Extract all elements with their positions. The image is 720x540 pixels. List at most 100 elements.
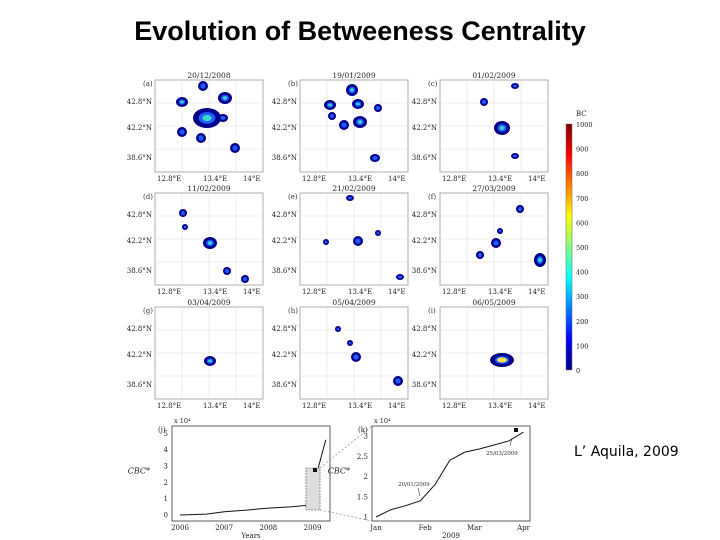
y-tick-label: 42.8°N bbox=[272, 98, 297, 106]
panel-date: 21/02/2009 bbox=[332, 184, 375, 193]
y-multiplier: x 10⁴ bbox=[374, 417, 391, 425]
bc-hotspot bbox=[328, 103, 332, 107]
panel-label: (i) bbox=[428, 307, 436, 315]
panel-date: 11/02/2009 bbox=[187, 184, 230, 193]
bc-hotspot bbox=[353, 354, 359, 360]
y-tick-label: 38.6°N bbox=[272, 154, 297, 162]
y-tick-label: 38.6°N bbox=[272, 381, 297, 389]
y-tick-label: 2 bbox=[364, 473, 368, 481]
x-tick-label: 13.4°E bbox=[203, 402, 227, 410]
y-tick-label: 42.2°N bbox=[272, 351, 297, 359]
colorbar-tick-label: 400 bbox=[576, 269, 588, 277]
bc-hotspot bbox=[372, 156, 378, 160]
y-tick-label: 3 bbox=[364, 433, 368, 441]
highlight-marker bbox=[514, 428, 518, 432]
bc-hotspot bbox=[222, 96, 228, 100]
x-tick-label: 2006 bbox=[171, 524, 189, 532]
bc-hotspot bbox=[243, 277, 247, 281]
y-tick-label: 38.6°N bbox=[127, 381, 152, 389]
x-axis-label: 2009 bbox=[442, 532, 460, 540]
y-tick-label: 42.2°N bbox=[412, 124, 437, 132]
x-tick-label: 12.8°E bbox=[302, 288, 326, 296]
x-tick-label: 12.8°E bbox=[442, 402, 466, 410]
x-tick-label: 13.4°E bbox=[488, 175, 512, 183]
colorbar-tick-label: 700 bbox=[576, 195, 588, 203]
x-tick-label: 14°E bbox=[243, 402, 261, 410]
annotation-arrow bbox=[509, 437, 513, 447]
x-tick-label: 13.4°E bbox=[488, 402, 512, 410]
zoom-connector bbox=[319, 425, 373, 469]
x-tick-label: 14°E bbox=[528, 402, 546, 410]
panel-label: (a) bbox=[143, 80, 153, 88]
x-tick-label: Apr bbox=[516, 524, 531, 532]
y-axis-label: CBC* bbox=[128, 467, 150, 476]
bc-hotspot bbox=[225, 269, 229, 273]
panel-label: (b) bbox=[288, 80, 298, 88]
bc-hotspot bbox=[398, 275, 402, 279]
colorbar-tick-label: 200 bbox=[576, 318, 588, 326]
y-tick-label: 2.5 bbox=[357, 453, 368, 461]
y-tick-label: 38.6°N bbox=[412, 267, 437, 275]
x-tick-label: 12.8°E bbox=[442, 175, 466, 183]
panel-date: 05/04/2009 bbox=[332, 298, 375, 307]
x-tick-label: Mar bbox=[467, 524, 482, 532]
y-tick-label: 42.2°N bbox=[127, 237, 152, 245]
x-tick-label: 12.8°E bbox=[157, 288, 181, 296]
bc-hotspot bbox=[478, 253, 482, 257]
x-tick-label: 14°E bbox=[388, 175, 406, 183]
y-tick-label: 3 bbox=[164, 462, 168, 470]
panel-label: (e) bbox=[288, 193, 298, 201]
colorbar-tick-label: 500 bbox=[576, 244, 588, 252]
zoom-connector bbox=[319, 509, 373, 522]
bc-hotspot bbox=[376, 231, 380, 235]
x-tick-label: 12.8°E bbox=[157, 402, 181, 410]
panel-date: 19/01/2009 bbox=[332, 71, 375, 80]
annotation-arrow bbox=[417, 487, 421, 497]
panel-label: (d) bbox=[143, 193, 153, 201]
y-tick-label: 1.5 bbox=[357, 493, 368, 501]
colorbar-tick-label: 800 bbox=[576, 170, 588, 178]
y-tick-label: 42.8°N bbox=[412, 98, 437, 106]
y-tick-label: 42.2°N bbox=[127, 351, 152, 359]
panel-label: (f) bbox=[428, 193, 436, 201]
bc-hotspot bbox=[356, 102, 360, 106]
x-tick-label: 14°E bbox=[388, 402, 406, 410]
y-tick-label: 0 bbox=[164, 512, 168, 520]
bc-hotspot bbox=[207, 241, 213, 245]
y-tick-label: 42.8°N bbox=[127, 98, 152, 106]
bc-hotspot bbox=[348, 341, 352, 345]
colorbar-tick-label: 900 bbox=[576, 146, 588, 154]
page-title: Evolution of Betweeness Centrality bbox=[134, 16, 586, 46]
y-tick-label: 38.6°N bbox=[412, 381, 437, 389]
x-tick-label: 2008 bbox=[259, 524, 277, 532]
bc-hotspot bbox=[330, 114, 334, 118]
x-tick-label: 12.8°E bbox=[157, 175, 181, 183]
y-tick-label: 1 bbox=[364, 514, 368, 522]
bc-hotspot bbox=[497, 357, 507, 363]
zoom-box bbox=[305, 467, 321, 511]
panel-label: (h) bbox=[288, 307, 298, 315]
x-tick-label: 13.4°E bbox=[348, 402, 372, 410]
x-tick-label: 13.4°E bbox=[203, 288, 227, 296]
x-tick-label: 13.4°E bbox=[488, 288, 512, 296]
bc-hotspot bbox=[232, 145, 238, 151]
colorbar-tick-label: 300 bbox=[576, 293, 588, 301]
location-caption: L’ Aquila, 2009 bbox=[574, 444, 679, 460]
y-tick-label: 42.2°N bbox=[272, 237, 297, 245]
bc-hotspot bbox=[179, 129, 185, 135]
bc-hotspot bbox=[341, 122, 347, 128]
bc-hotspot bbox=[357, 120, 363, 124]
colorbar-tick-label: 600 bbox=[576, 219, 588, 227]
bc-hotspot bbox=[355, 238, 361, 244]
bc-hotspot bbox=[336, 327, 340, 331]
bc-hotspot bbox=[208, 359, 212, 363]
series-line bbox=[375, 431, 524, 518]
panel-label: (g) bbox=[143, 307, 153, 315]
y-tick-label: 38.6°N bbox=[127, 267, 152, 275]
colorbar bbox=[565, 123, 573, 371]
y-tick-label: 38.6°N bbox=[412, 154, 437, 162]
x-tick-label: Jan bbox=[369, 524, 382, 532]
series-line bbox=[179, 439, 327, 516]
panel-date: 06/05/2009 bbox=[472, 298, 515, 307]
